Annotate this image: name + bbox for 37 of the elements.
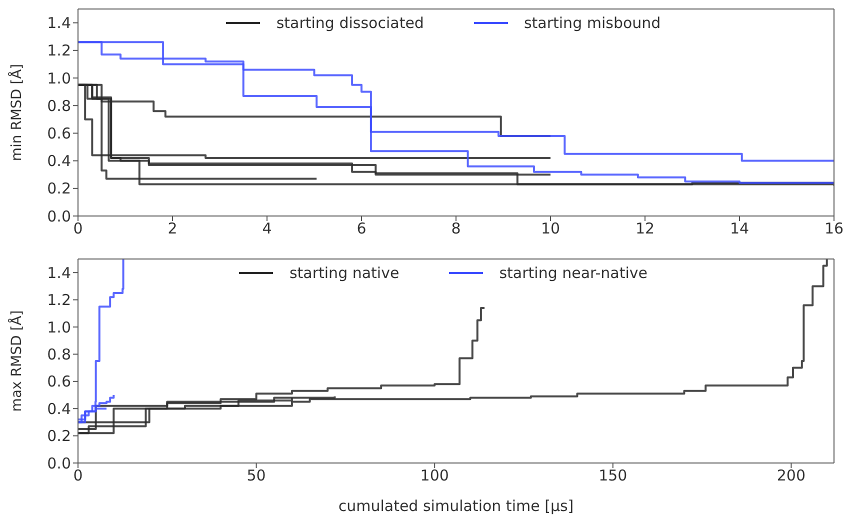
y-tick-label: 1.2 — [47, 42, 71, 60]
x-tick-label: 50 — [246, 466, 266, 485]
y-tick-label: 0.4 — [47, 400, 71, 418]
y-tick-label: 1.0 — [47, 69, 71, 88]
x-axis-title: cumulated simulation time [μs] — [338, 497, 574, 515]
x-tick-label: 8 — [451, 220, 461, 238]
y-tick-label: 1.4 — [47, 264, 71, 282]
x-tick-label: 16 — [824, 220, 844, 238]
y-tick-label: 0.0 — [47, 454, 71, 472]
x-tick-label: 4 — [262, 220, 272, 238]
x-tick-label: 200 — [776, 466, 806, 485]
y-tick-label: 0.8 — [47, 96, 71, 115]
x-tick-label: 10 — [540, 220, 560, 238]
x-tick-label: 12 — [635, 220, 655, 238]
x-tick-label: 0 — [73, 220, 83, 238]
x-tick-label: 150 — [598, 466, 628, 485]
y-tick-label: 0.4 — [47, 152, 71, 170]
y-axis-title: max RMSD [Å] — [8, 310, 25, 412]
legend-label: starting dissociated — [276, 14, 424, 32]
y-tick-label: 0.0 — [47, 207, 71, 226]
x-tick-label: 14 — [730, 220, 750, 238]
legend-label: starting native — [289, 264, 400, 282]
y-tick-label: 0.6 — [47, 372, 71, 391]
y-tick-label: 0.6 — [47, 124, 71, 143]
y-tick-label: 0.2 — [47, 180, 71, 198]
x-tick-label: 2 — [168, 220, 178, 238]
y-tick-label: 1.4 — [47, 14, 71, 32]
x-tick-label: 6 — [356, 220, 366, 238]
legend-label: starting near-native — [499, 264, 648, 282]
legend-label: starting misbound — [524, 14, 661, 32]
x-tick-label: 100 — [420, 466, 449, 485]
y-tick-label: 0.2 — [47, 427, 71, 446]
y-tick-label: 1.0 — [47, 318, 71, 336]
x-tick-label: 0 — [73, 466, 83, 485]
y-tick-label: 1.2 — [47, 291, 71, 310]
y-axis-title: min RMSD [Å] — [8, 64, 25, 162]
y-tick-label: 0.8 — [47, 346, 71, 364]
